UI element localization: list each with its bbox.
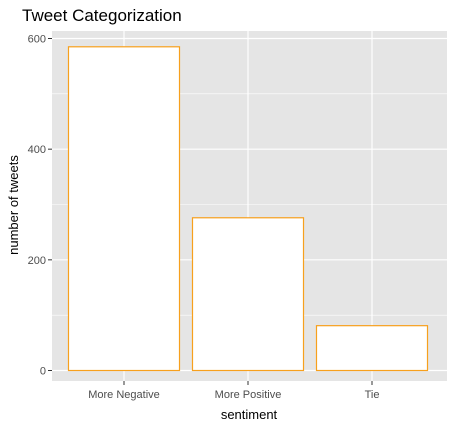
- chart-title: Tweet Categorization: [22, 6, 182, 25]
- y-axis-ticks: 0 200 400 600: [28, 34, 52, 378]
- bar-more-negative: [67, 46, 181, 372]
- y-axis-title: number of tweets: [6, 155, 21, 255]
- bar-tie: [315, 325, 429, 372]
- x-tick-label: More Positive: [215, 389, 282, 401]
- x-axis-title: sentiment: [221, 407, 278, 422]
- x-tick-label: More Negative: [88, 389, 160, 401]
- y-tick-label: 0: [40, 366, 46, 378]
- y-tick-label: 600: [28, 34, 46, 46]
- x-tick-label: Tie: [365, 389, 380, 401]
- x-axis-ticks: More Negative More Positive Tie: [88, 381, 379, 401]
- y-tick-label: 200: [28, 255, 46, 267]
- bars: [67, 46, 429, 372]
- bar-more-positive: [191, 217, 305, 372]
- y-tick-label: 400: [28, 144, 46, 156]
